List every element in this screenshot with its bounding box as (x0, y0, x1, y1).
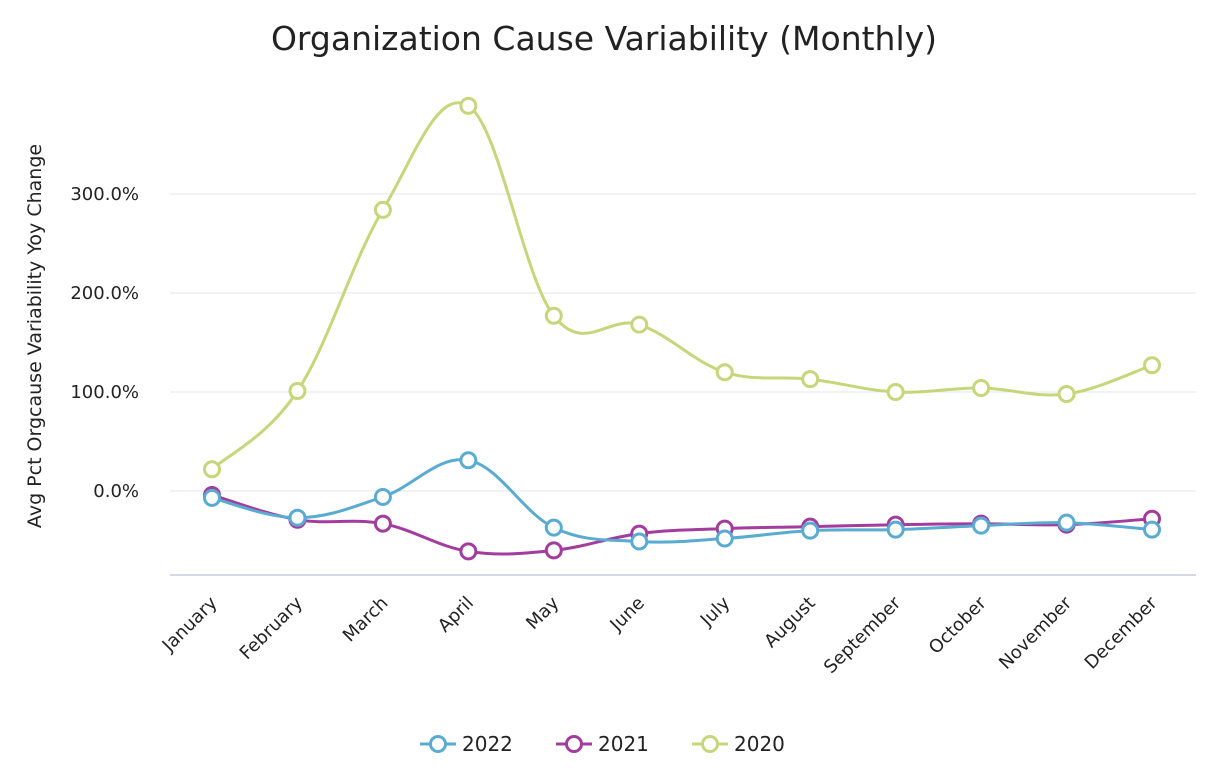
data-point-2021-march[interactable] (373, 514, 392, 533)
data-point-2020-january[interactable] (203, 460, 221, 479)
legend: 2022 2021 2020 (420, 732, 785, 756)
data-point-2020-october[interactable] (972, 379, 991, 398)
data-point-2021-april[interactable] (459, 542, 478, 561)
y-tick-label: 100.0% (70, 382, 139, 403)
data-point-2020-november[interactable] (1057, 384, 1076, 403)
y-tick-label: 300.0% (70, 184, 139, 205)
data-point-2022-september[interactable] (886, 520, 905, 539)
data-point-2022-june[interactable] (630, 532, 649, 551)
series-line-2020 (210, 101, 1153, 471)
data-point-2022-april[interactable] (459, 451, 478, 470)
x-tick-label: March (339, 593, 393, 647)
series-layer (203, 96, 1161, 561)
x-tick-label: October (925, 592, 991, 658)
x-tick-label: September (820, 592, 906, 678)
data-point-2022-october[interactable] (972, 516, 991, 535)
data-point-2020-may[interactable] (544, 306, 563, 325)
data-point-2020-december[interactable] (1143, 356, 1161, 375)
x-axis-ticks: January February March April May June July Augu… (158, 592, 1162, 678)
x-tick-label: July (696, 592, 735, 631)
legend-marker-icon (701, 735, 719, 753)
data-point-2020-july[interactable] (715, 363, 734, 382)
data-point-2020-march[interactable] (373, 200, 392, 219)
data-point-2022-february[interactable] (288, 508, 307, 527)
data-point-2021-may[interactable] (544, 541, 563, 560)
x-tick-label: May (522, 592, 563, 633)
x-tick-label: December (1081, 592, 1162, 673)
x-tick-label: January (158, 592, 222, 656)
legend-label: 2022 (462, 732, 513, 756)
chart-title: Organization Cause Variability (Monthly) (271, 19, 937, 58)
data-point-2020-april[interactable] (459, 96, 478, 115)
data-point-2020-june[interactable] (630, 315, 649, 334)
legend-item-2021[interactable]: 2021 (556, 732, 649, 756)
data-point-2022-november[interactable] (1057, 513, 1076, 532)
y-tick-label: 0.0% (93, 481, 139, 502)
data-point-2022-july[interactable] (715, 529, 734, 548)
x-tick-label: April (434, 593, 478, 637)
data-point-2022-may[interactable] (544, 518, 563, 537)
legend-marker-icon (565, 735, 583, 753)
data-point-2022-december[interactable] (1143, 520, 1161, 539)
legend-label: 2020 (734, 732, 785, 756)
x-tick-label: June (606, 593, 649, 636)
data-point-2020-august[interactable] (801, 370, 820, 389)
legend-label: 2021 (598, 732, 649, 756)
y-axis-ticks: 0.0% 100.0% 200.0% 300.0% (70, 184, 139, 502)
data-point-2022-august[interactable] (801, 521, 820, 540)
data-point-2022-march[interactable] (373, 487, 392, 506)
x-tick-label: November (995, 592, 1076, 673)
legend-item-2022[interactable]: 2022 (420, 732, 513, 756)
data-point-2020-september[interactable] (886, 383, 905, 401)
y-axis-title: Avg Pct Orgcause Variability Yoy Change (24, 144, 46, 528)
x-tick-label: February (236, 592, 307, 663)
data-point-2022-january[interactable] (203, 488, 221, 507)
data-point-2020-february[interactable] (288, 382, 307, 401)
series-2022 (203, 451, 1161, 551)
series-2020 (203, 96, 1161, 479)
x-tick-label: August (760, 593, 819, 652)
legend-item-2020[interactable]: 2020 (692, 732, 785, 756)
legend-marker-icon (429, 735, 447, 753)
y-tick-label: 200.0% (70, 283, 139, 304)
